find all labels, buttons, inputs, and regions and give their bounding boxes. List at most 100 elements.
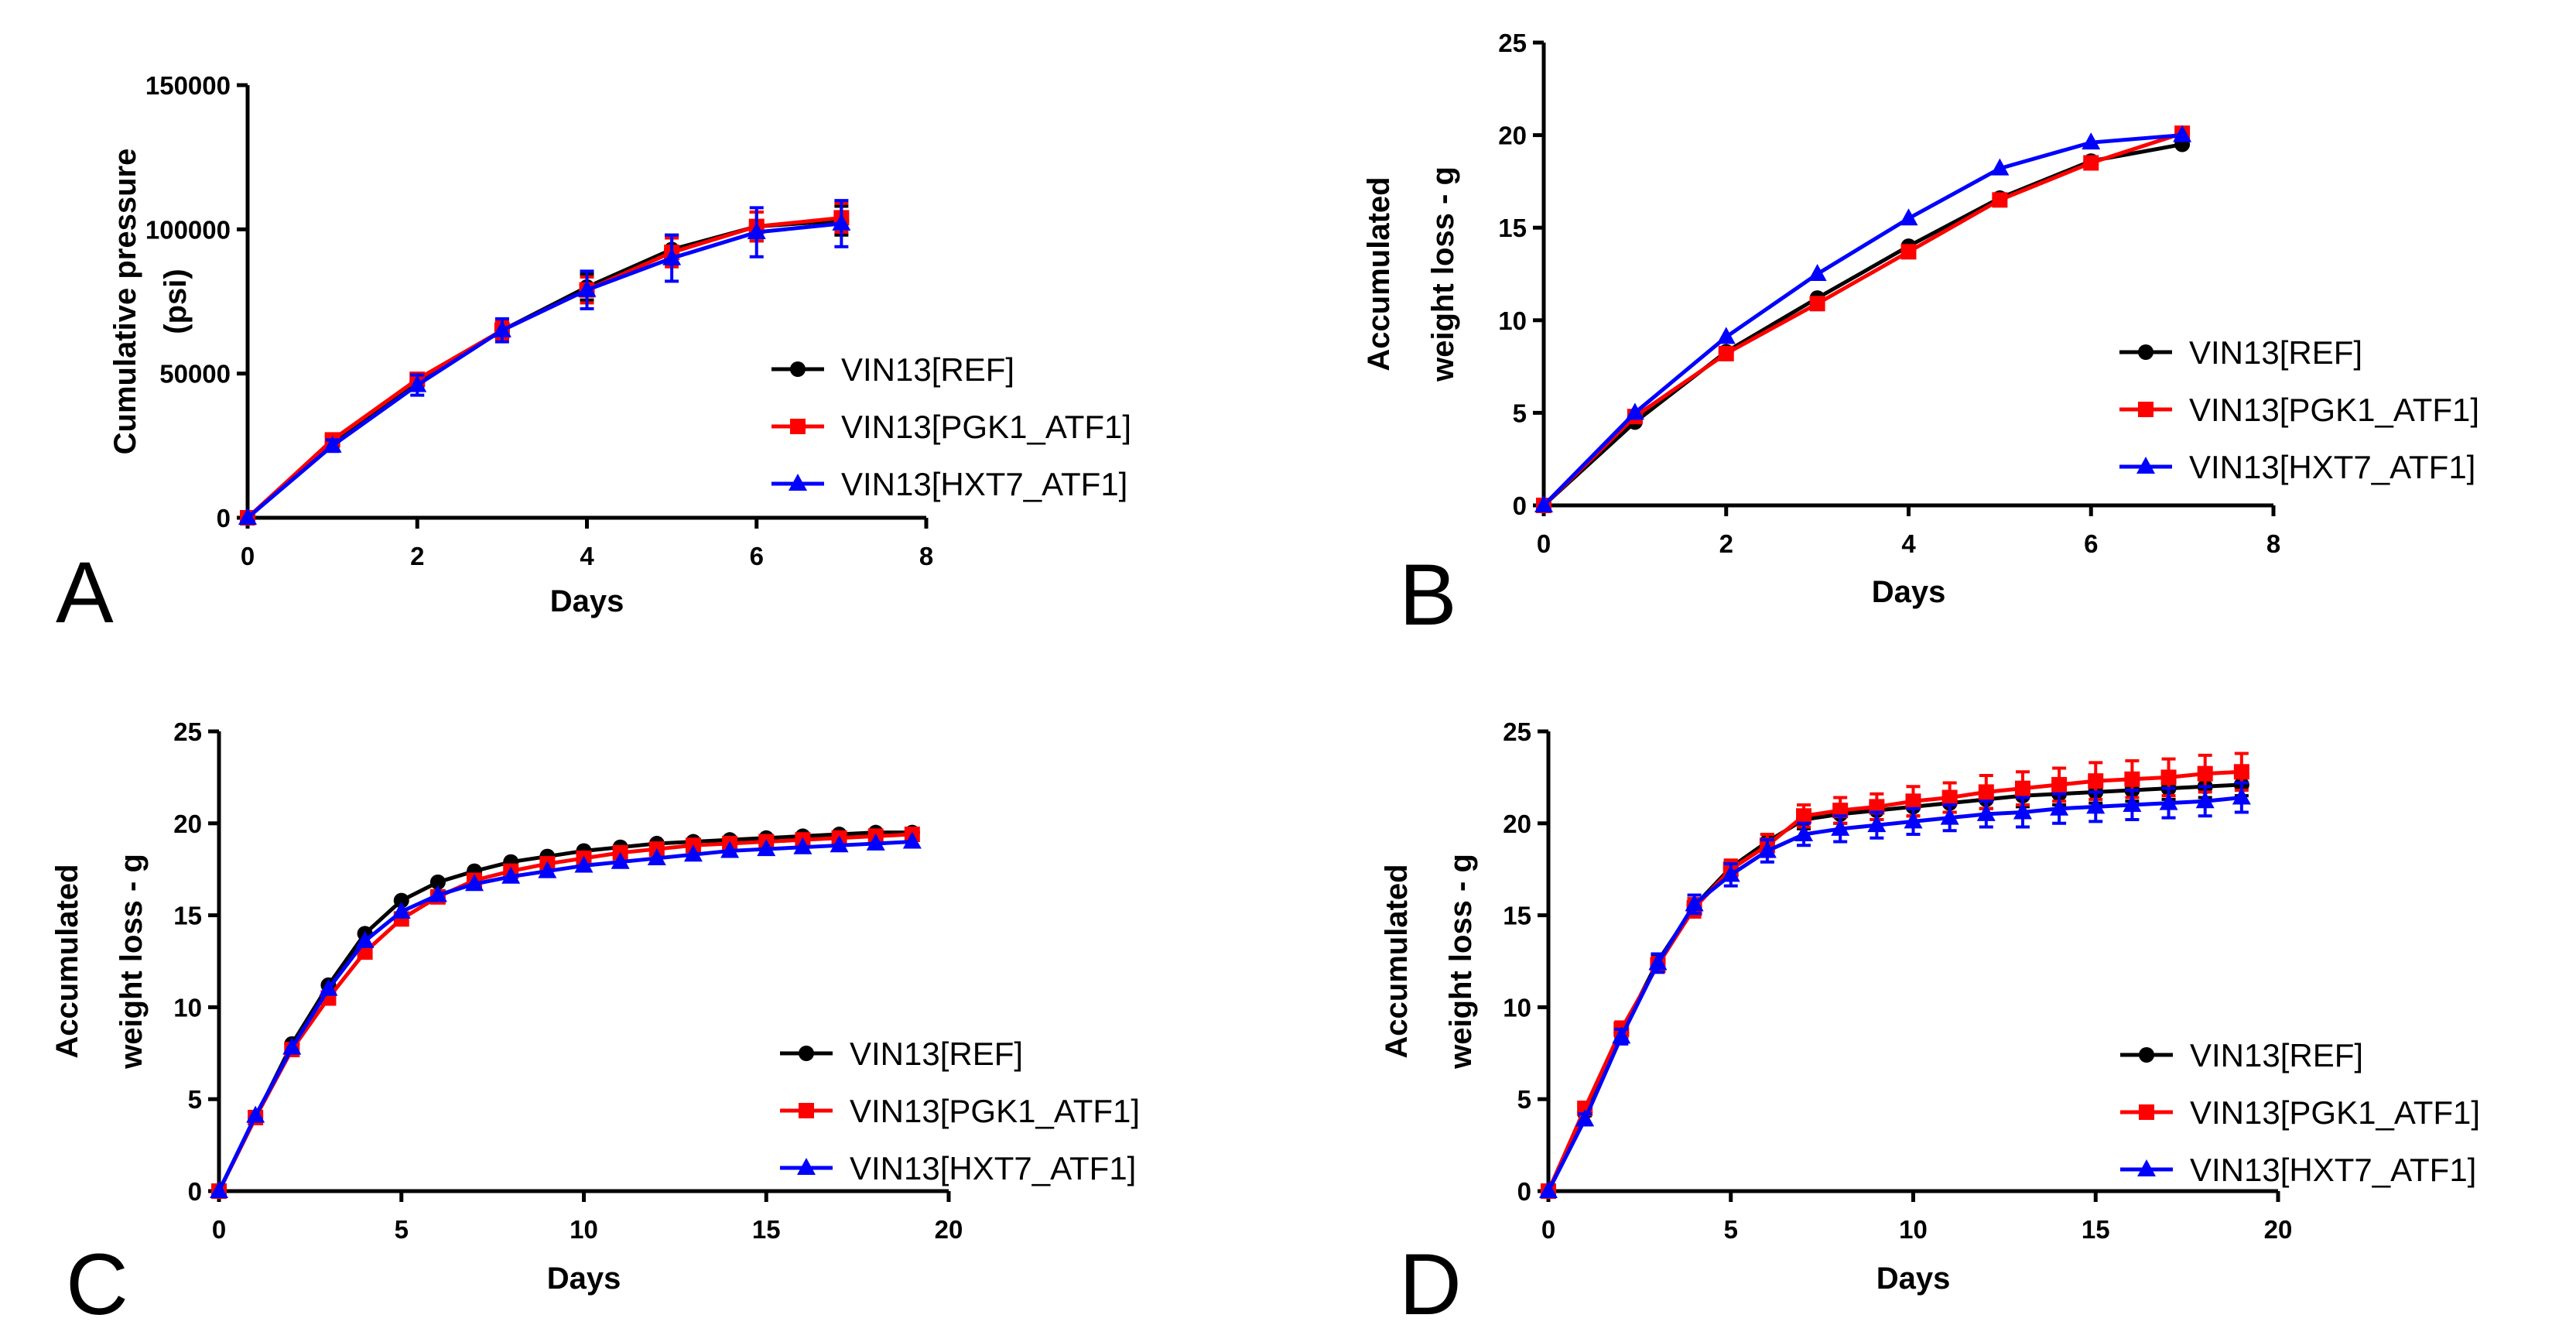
y-tick-label: 25 <box>173 717 202 746</box>
triangle-marker <box>465 874 484 892</box>
triangle-marker <box>577 279 597 297</box>
triangle-marker <box>662 248 682 265</box>
square-marker <box>790 419 806 434</box>
triangle-marker <box>1721 865 1740 882</box>
x-tick-label: 0 <box>1541 1215 1555 1244</box>
triangle-marker <box>2137 1159 2156 1176</box>
triangle-marker <box>1831 818 1850 836</box>
triangle-marker <box>1990 158 2010 176</box>
y-tick-label: 10 <box>173 993 202 1022</box>
series-2 <box>238 199 851 525</box>
series-line <box>246 218 842 519</box>
y-tick-label: 15 <box>1498 214 1527 242</box>
x-axis-title: Days <box>1876 1262 1951 1296</box>
square-marker <box>2051 776 2068 793</box>
series-2 <box>210 831 922 1198</box>
x-tick-label: 15 <box>2082 1215 2110 1244</box>
series-line <box>1546 782 2242 1193</box>
series-line <box>1542 131 2183 507</box>
square-marker <box>1809 296 1825 312</box>
triangle-marker <box>789 474 807 491</box>
square-marker <box>2088 773 2104 789</box>
triangle-marker <box>1625 402 1644 420</box>
triangle-marker <box>319 978 338 996</box>
triangle-marker <box>210 1181 228 1198</box>
series-line <box>246 221 842 519</box>
triangle-marker <box>1685 894 1704 912</box>
square-marker <box>1905 793 1921 810</box>
y-tick-label: 0 <box>188 1177 202 1206</box>
panel-letter: C <box>66 1236 128 1325</box>
triangle-marker <box>647 847 666 865</box>
triangle-marker <box>1648 953 1668 971</box>
x-tick-label: 15 <box>752 1215 781 1244</box>
square-marker <box>1832 803 1849 819</box>
y-tick-label: 0 <box>1513 491 1527 520</box>
x-axis-title: Days <box>550 584 624 618</box>
x-tick-label: 2 <box>1719 529 1733 558</box>
triangle-marker <box>238 508 257 525</box>
series-line <box>246 215 842 519</box>
y-axis-title: Accumulated <box>1362 176 1396 371</box>
legend: VIN13[REF] VIN13[PGK1_ATF1] VIN13[HXT7_ATF… <box>771 351 1131 502</box>
x-tick-label: 20 <box>2264 1215 2293 1244</box>
y-axis-title: Cumulative pressure <box>108 149 142 455</box>
circle-marker <box>799 1046 814 1061</box>
square-marker <box>2139 1104 2154 1120</box>
x-tick-label: 5 <box>1724 1215 1738 1244</box>
legend-entry: VIN13[REF] <box>841 351 1014 388</box>
triangle-marker <box>492 320 511 337</box>
triangle-marker <box>902 831 922 849</box>
square-marker <box>1900 244 1917 260</box>
square-marker <box>1869 799 1885 815</box>
triangle-marker <box>2050 798 2069 816</box>
triangle-marker <box>747 222 766 240</box>
panel-letter: D <box>1399 1236 1462 1325</box>
triangle-marker <box>2173 125 2192 142</box>
x-axis-title: Days <box>547 1262 621 1296</box>
x-tick-label: 0 <box>1537 529 1551 558</box>
triangle-marker <box>793 837 812 854</box>
y-tick-label: 20 <box>1498 122 1527 150</box>
y-axis-title: weight loss - g <box>1444 854 1478 1070</box>
triangle-marker <box>355 930 375 948</box>
y-tick-label: 10 <box>1498 306 1527 335</box>
series-line <box>1542 133 2183 507</box>
triangle-marker <box>1899 208 1918 226</box>
x-tick-label: 0 <box>241 542 255 570</box>
circle-marker <box>429 874 446 890</box>
y-axis-title: Accumulated <box>50 864 84 1058</box>
circle-marker <box>2138 344 2154 360</box>
x-tick-label: 8 <box>2266 529 2280 558</box>
triangle-marker <box>683 844 703 862</box>
square-marker <box>1992 192 2008 208</box>
x-tick-label: 4 <box>580 542 594 570</box>
triangle-marker <box>866 833 885 851</box>
legend-entry: VIN13[HXT7_ATF1] <box>841 466 1127 502</box>
x-tick-label: 2 <box>410 542 424 570</box>
series-2 <box>1539 781 2251 1198</box>
x-tick-label: 10 <box>570 1215 598 1244</box>
legend-entry: VIN13[PGK1_ATF1] <box>841 409 1131 445</box>
triangle-marker <box>2195 791 2215 809</box>
square-marker <box>2197 765 2213 782</box>
triangle-marker <box>832 213 851 231</box>
y-axis-title: weight loss - g <box>1426 166 1460 382</box>
square-marker <box>1978 784 1994 800</box>
triangle-marker <box>1757 841 1777 858</box>
legend-entry: VIN13[REF] <box>850 1036 1023 1072</box>
y-tick-label: 20 <box>1503 810 1531 838</box>
triangle-marker <box>797 1158 816 1175</box>
legend-entry: VIN13[REF] <box>2189 334 2362 371</box>
y-tick-label: 150000 <box>145 71 231 100</box>
series-line <box>217 830 912 1193</box>
series-0 <box>1536 136 2191 513</box>
circle-marker <box>2139 1047 2154 1063</box>
triangle-marker <box>611 851 630 869</box>
y-tick-label: 0 <box>217 504 231 532</box>
triangle-marker <box>720 841 740 858</box>
x-tick-label: 4 <box>1901 529 1916 558</box>
triangle-marker <box>1904 811 1923 829</box>
y-tick-label: 20 <box>173 810 202 838</box>
triangle-marker <box>1940 807 1959 825</box>
